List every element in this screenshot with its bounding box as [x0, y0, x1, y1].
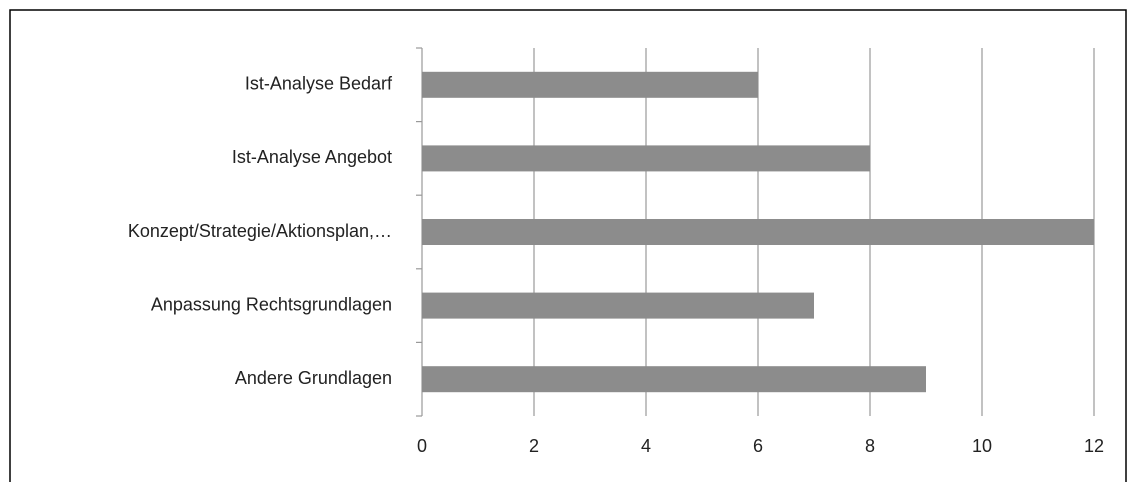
x-tick-label: 10 [972, 436, 992, 456]
chart-frame [9, 9, 1127, 482]
bar [422, 71, 758, 98]
x-tick-label: 4 [641, 436, 651, 456]
x-tick-label: 8 [865, 436, 875, 456]
y-tick-label: Konzept/Strategie/Aktionsplan,… [128, 221, 392, 241]
y-tick-label: Andere Grundlagen [235, 368, 392, 388]
y-tick-label: Anpassung Rechtsgrundlagen [151, 294, 392, 314]
bar [422, 292, 814, 319]
bar [422, 145, 870, 172]
x-tick-label: 6 [753, 436, 763, 456]
x-tick-label: 12 [1084, 436, 1104, 456]
bar [422, 219, 1094, 245]
x-tick-label: 0 [417, 436, 427, 456]
bar [422, 366, 926, 393]
y-tick-label: Ist-Analyse Bedarf [245, 74, 393, 94]
x-tick-label: 2 [529, 436, 539, 456]
y-tick-label: Ist-Analyse Angebot [232, 147, 392, 167]
